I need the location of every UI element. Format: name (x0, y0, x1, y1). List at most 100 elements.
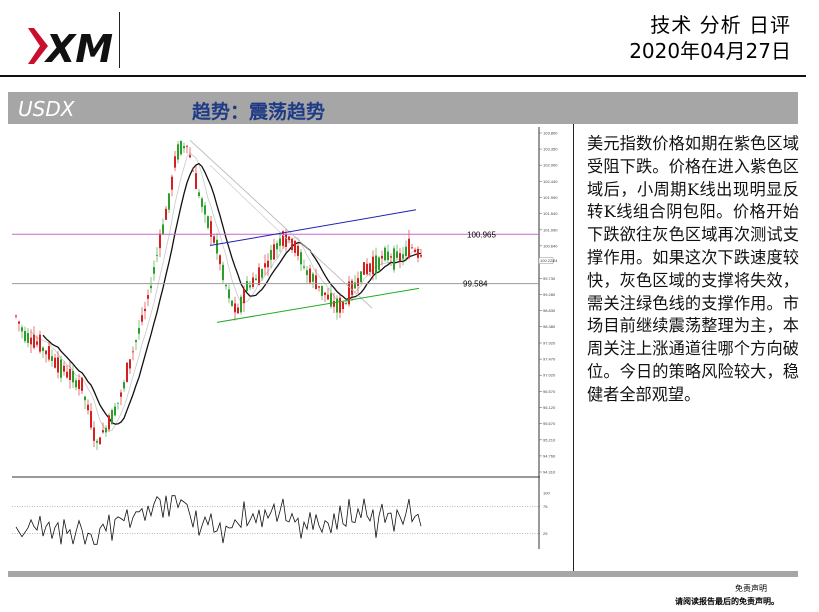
candle-body (72, 370, 74, 383)
price-axis-label: 98.380 (543, 324, 556, 329)
candle-body (207, 216, 209, 228)
candle-body (33, 334, 35, 348)
candle-body (201, 198, 203, 207)
price-axis-label: 96.570 (543, 389, 556, 394)
candle-body (39, 334, 41, 352)
price-axis-label: 101.990 (543, 195, 558, 200)
candle-body (270, 250, 272, 260)
candle-body (297, 245, 299, 256)
report-date: 2020年04月27日 (629, 39, 791, 63)
candle-body (282, 231, 284, 246)
oscillator-line (15, 495, 422, 545)
oscillator-axis-label: 100 (543, 491, 550, 496)
disclaimer-note: 请阅读报告最后的免责声明。 (675, 597, 779, 606)
candle-body (135, 340, 137, 343)
candle-body (168, 193, 170, 210)
candle-body (174, 156, 176, 168)
candle-body (195, 173, 197, 189)
candle-body (378, 257, 380, 270)
candle-body (99, 437, 101, 445)
candle-body (318, 286, 320, 288)
candle-body (192, 170, 194, 172)
candle-body (54, 357, 56, 368)
price-axis-label: 97.020 (543, 373, 556, 378)
candle-body (153, 267, 155, 274)
candle-body (288, 236, 290, 241)
candle-body (144, 308, 146, 312)
candle-body (267, 260, 269, 268)
candle-body (360, 271, 362, 283)
candle-body (402, 254, 404, 259)
candle-body (246, 280, 248, 291)
price-axis-label: 95.670 (543, 421, 556, 426)
candle-body (93, 427, 95, 441)
candle-body (255, 278, 257, 280)
price-axis-label: 100.640 (543, 243, 558, 248)
candle-body (150, 285, 152, 289)
candle-body (78, 379, 80, 390)
candle-body (405, 246, 407, 257)
price-axis-label: 97.920 (543, 341, 556, 346)
candle-body (354, 282, 356, 289)
price-axis-label: 101.090 (543, 227, 558, 232)
candle-body (120, 392, 122, 397)
candle-body (375, 255, 377, 274)
candle-body (48, 346, 50, 360)
candle-body (417, 248, 419, 258)
candle-body (222, 264, 224, 281)
candle-body (240, 296, 242, 313)
candle-body (330, 293, 332, 307)
ma-fast-line (30, 152, 422, 432)
candle-body (81, 377, 83, 391)
price-axis-label: 97.470 (543, 357, 556, 362)
price-axis-label: 98.830 (543, 308, 556, 313)
candle-body (252, 277, 254, 287)
price-axis-label: 102.440 (543, 179, 558, 184)
candle-body (258, 267, 260, 286)
candle-body (66, 371, 68, 378)
price-axis-label: 96.120 (543, 405, 556, 410)
triangle-line-inner (209, 164, 293, 244)
candle-body (42, 347, 44, 352)
candle-body (51, 356, 53, 361)
candle-body (369, 263, 371, 272)
candle-body (30, 337, 32, 345)
candle-body (165, 208, 167, 220)
candle-body (333, 300, 335, 307)
oscillator-axis-label: 75 (543, 504, 548, 509)
candle-body (408, 238, 410, 259)
candle-body (420, 255, 422, 257)
candle-body (90, 411, 92, 428)
price-axis-label: 94.760 (543, 453, 556, 458)
analysis-text: 美元指数价格如期在紫色区域受阻下跌。价格在进入紫色区域后，小周期K线出现明显反转… (587, 134, 799, 404)
candle-body (300, 252, 302, 265)
candle-body (186, 145, 188, 147)
candle-body (306, 270, 308, 276)
candle-body (75, 380, 77, 388)
candle-body (339, 297, 341, 313)
candle-body (312, 273, 314, 282)
footer-rule (8, 571, 798, 577)
candle-body (342, 302, 344, 310)
candle-body (117, 402, 119, 404)
candle-body (321, 285, 323, 296)
candle-body (45, 350, 47, 355)
symbol-label: USDX (18, 97, 75, 121)
xm-logo: XM (28, 27, 113, 70)
last-price-marker (538, 257, 554, 264)
candle-body (315, 275, 317, 290)
candle-body (36, 341, 38, 345)
candle-body (132, 351, 134, 353)
logo-text: XM (44, 27, 113, 70)
candle-body (264, 263, 266, 268)
disclaimer-title: 免责声明 (735, 584, 767, 593)
candle-body (357, 278, 359, 287)
candle-body (24, 331, 26, 342)
candle-body (105, 427, 107, 433)
candle-body (57, 357, 59, 373)
candle-body (372, 256, 374, 275)
candle-body (348, 281, 350, 305)
candle-body (249, 285, 251, 288)
triangle-line-upper (189, 139, 373, 309)
candle-body (27, 333, 29, 343)
